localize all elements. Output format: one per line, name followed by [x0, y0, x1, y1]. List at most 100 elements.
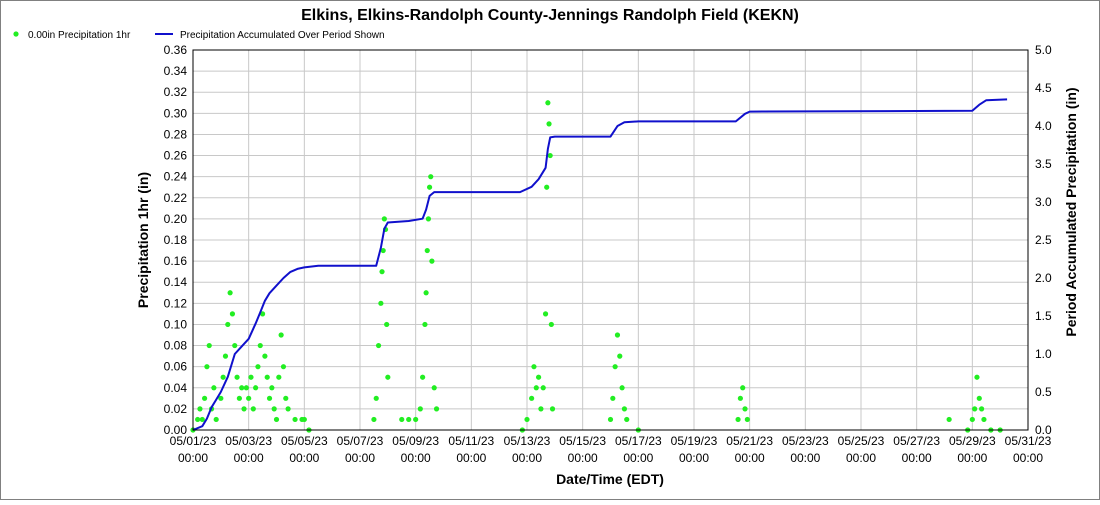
scatter-point — [380, 247, 386, 254]
scatter-point — [276, 374, 282, 380]
scatter-point — [420, 374, 426, 380]
y-tick-label: 0.04 — [164, 381, 188, 395]
scatter-point — [621, 406, 628, 412]
scatter-point — [976, 395, 982, 401]
x-tick-date: 05/11/23 — [448, 434, 494, 448]
y-tick-label: 0.22 — [164, 191, 188, 205]
scatter-point — [213, 416, 219, 423]
scatter-point — [735, 416, 741, 423]
scatter-point — [424, 247, 430, 254]
scatter-point — [222, 353, 229, 359]
scatter-point — [742, 406, 748, 412]
x-tick-date: 05/15/23 — [559, 434, 606, 448]
scatter-point — [381, 216, 387, 222]
x-tick-date: 05/03/23 — [225, 434, 272, 448]
x-tick-time: 00:00 — [401, 451, 431, 465]
y2-tick-label: 2.5 — [1035, 233, 1052, 247]
scatter-point — [264, 374, 270, 380]
scatter-point — [531, 364, 537, 370]
y-tick-label: 0.14 — [164, 275, 188, 289]
x-tick-time: 00:00 — [345, 451, 375, 465]
scatter-point — [981, 416, 987, 423]
x-tick-date: 05/29/23 — [949, 434, 996, 448]
scatter-point — [533, 385, 539, 391]
legend-label-precip-1hr: 0.00in Precipitation 1hr — [28, 30, 131, 41]
scatter-point — [301, 416, 307, 423]
x-tick-date: 05/27/23 — [893, 434, 940, 448]
x-tick-time: 00:00 — [568, 451, 598, 465]
x-tick-time: 00:00 — [289, 451, 319, 465]
scatter-point — [273, 416, 280, 423]
x-tick-time: 00:00 — [456, 451, 486, 465]
scatter-point — [285, 406, 291, 412]
x-tick-time: 00:00 — [957, 451, 987, 465]
scatter-point — [371, 416, 377, 423]
scatter-point — [239, 385, 245, 391]
scatter-point — [379, 269, 385, 275]
scatter-point — [607, 416, 614, 423]
x-tick-date: 05/19/23 — [671, 434, 718, 448]
x-tick-time: 00:00 — [234, 451, 264, 465]
x-tick-date: 05/13/23 — [504, 434, 551, 448]
scatter-point — [740, 385, 746, 391]
scatter-point — [257, 342, 263, 349]
y2-tick-label: 1.5 — [1035, 309, 1052, 323]
y2-tick-label: 3.5 — [1035, 157, 1052, 171]
scatter-point — [548, 321, 554, 328]
scatter-point — [269, 385, 275, 391]
y-tick-label: 0.34 — [164, 64, 188, 78]
scatter-point — [540, 385, 546, 391]
scatter-point — [253, 385, 259, 391]
y-axis-title: Precipitation 1hr (in) — [135, 172, 151, 308]
scatter-point — [241, 406, 247, 412]
scatter-point — [195, 416, 201, 423]
x-axis-ticks: 05/01/23 00:00 05/03/23 00:00 05/05/23 00:00 0… — [170, 434, 1052, 465]
x-tick-date: 05/21/23 — [726, 434, 773, 448]
scatter-point — [201, 395, 208, 401]
y-tick-label: 0.06 — [164, 360, 188, 374]
y-tick-label: 0.36 — [164, 43, 188, 57]
x-axis-title: Date/Time (EDT) — [556, 471, 664, 487]
scatter-point — [417, 406, 423, 412]
scatter-point — [617, 353, 623, 359]
x-tick-time: 00:00 — [623, 451, 653, 465]
legend: 0.00in Precipitation 1hr Precipitation A… — [13, 30, 385, 41]
scatter-point — [250, 406, 256, 412]
grid — [192, 49, 1029, 431]
y2-tick-label: 4.0 — [1035, 119, 1052, 133]
x-tick-date: 05/23/23 — [782, 434, 829, 448]
scatter-point — [423, 290, 429, 296]
scatter-point — [262, 353, 268, 359]
y-axis-ticks: 0.00 0.02 0.04 0.06 0.08 0.10 0.12 0.14 0.16 0.18… — [164, 43, 188, 437]
scatter-point — [278, 332, 284, 338]
scatter-point — [428, 174, 434, 180]
scatter-point — [232, 342, 238, 349]
scatter-point — [972, 406, 978, 412]
scatter-point — [529, 395, 535, 401]
y2-tick-label: 0.5 — [1035, 385, 1052, 399]
x-tick-time: 00:00 — [846, 451, 876, 465]
scatter-point — [259, 311, 266, 317]
x-tick-time: 00:00 — [735, 451, 765, 465]
scatter-point — [271, 406, 277, 412]
scatter-point — [542, 311, 549, 317]
scatter-point — [535, 374, 542, 380]
x-tick-date: 05/05/23 — [281, 434, 328, 448]
y2-axis-ticks: 0.0 0.5 1.0 1.5 2.0 2.5 3.0 3.5 4.0 4.5 5.0 — [1035, 43, 1052, 437]
x-tick-time: 00:00 — [679, 451, 709, 465]
y2-tick-label: 1.0 — [1035, 347, 1052, 361]
y2-tick-label: 5.0 — [1035, 43, 1052, 57]
scatter-series — [190, 100, 1003, 433]
scatter-point — [545, 100, 551, 106]
y-tick-label: 0.10 — [164, 317, 188, 331]
y-tick-label: 0.24 — [164, 170, 188, 184]
scatter-point — [220, 374, 226, 380]
scatter-point — [199, 416, 205, 423]
scatter-point — [549, 406, 556, 412]
scatter-point — [538, 406, 544, 412]
y2-tick-label: 0.0 — [1035, 423, 1052, 437]
x-tick-time: 00:00 — [512, 451, 542, 465]
scatter-point — [431, 385, 437, 391]
scatter-point — [246, 395, 252, 401]
